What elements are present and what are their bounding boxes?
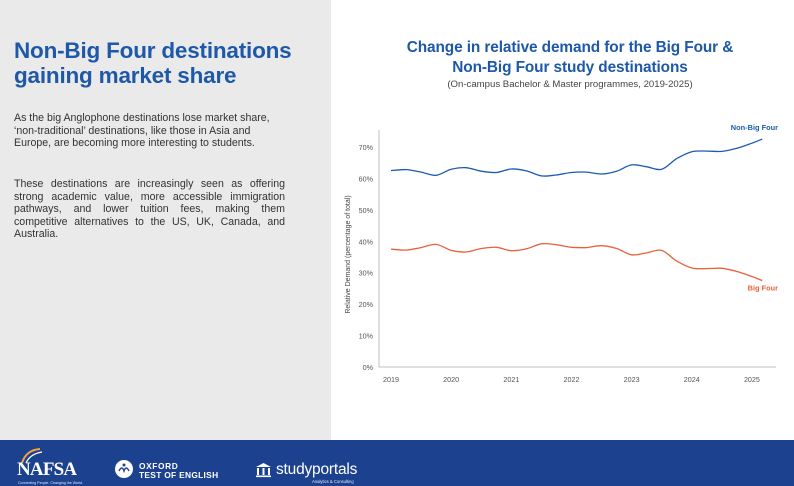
data-point-non-big-four — [721, 150, 723, 152]
chart-title-line1: Change in relative demand for the Big Fo… — [406, 39, 734, 56]
data-point-big-four — [736, 271, 738, 273]
oxford-emblem-icon — [115, 460, 133, 478]
building-icon — [256, 463, 271, 478]
data-point-big-four — [661, 249, 663, 251]
chart-subtitle: (On-campus Bachelor & Master programmes,… — [447, 79, 693, 90]
data-point-big-four — [510, 250, 512, 252]
nafsa-wordmark: NAFSA — [17, 459, 77, 480]
y-tick-label: 40% — [359, 237, 374, 246]
data-point-big-four — [571, 246, 573, 248]
data-point-non-big-four — [601, 173, 603, 175]
data-point-big-four — [540, 243, 542, 245]
detail-paragraph: These destinations are increasingly seen… — [14, 178, 285, 241]
data-point-non-big-four — [465, 167, 467, 169]
data-point-non-big-four — [646, 166, 648, 168]
data-point-non-big-four — [676, 158, 678, 160]
data-point-big-four — [676, 260, 678, 262]
data-point-big-four — [586, 247, 588, 249]
nafsa-arc-icon — [21, 448, 43, 464]
series-line-big-four — [390, 242, 763, 282]
y-tick-label: 60% — [359, 174, 374, 183]
y-tick-label: 50% — [359, 206, 374, 215]
x-tick-label: 2025 — [744, 375, 760, 384]
data-point-big-four — [631, 254, 633, 256]
x-tick-label: 2020 — [443, 375, 459, 384]
data-point-big-four — [706, 268, 708, 270]
data-point-non-big-four — [691, 151, 693, 153]
data-point-big-four — [601, 245, 603, 247]
oxford-wordmark-line2: TEST OF ENGLISH — [139, 470, 219, 480]
line-chart: 0% 10% 20% 30% 40% 50% 60% 70% 2019 2020 2021 2022 2… — [345, 123, 779, 384]
data-point-non-big-four — [586, 171, 588, 173]
data-point-non-big-four — [706, 150, 708, 152]
data-point-big-four — [420, 247, 422, 249]
data-point-big-four — [751, 276, 753, 278]
data-point-non-big-four — [510, 168, 512, 170]
y-tick-label: 70% — [359, 143, 374, 152]
oxford-wordmark-line1: OXFORD — [139, 461, 179, 471]
data-point-big-four — [525, 248, 527, 250]
x-tick-label: 2022 — [563, 375, 579, 384]
series-line-non-big-four — [390, 138, 763, 177]
intro-paragraph: As the big Anglophone destinations lose … — [14, 112, 270, 150]
data-point-non-big-four — [480, 170, 482, 172]
x-tick-label: 2024 — [684, 375, 700, 384]
data-point-non-big-four — [761, 138, 763, 140]
x-tick-label: 2023 — [624, 375, 640, 384]
data-point-non-big-four — [540, 175, 542, 177]
data-point-big-four — [495, 246, 497, 248]
chart-axes: 0% 10% 20% 30% 40% 50% 60% 70% 2019 2020 2021 2022 2… — [345, 130, 776, 384]
x-tick-label: 2019 — [383, 375, 399, 384]
chart-series: Non-Big Four Big Four — [390, 123, 779, 293]
oxford-test-logo: OXFORD TEST OF ENGLISH — [114, 459, 234, 481]
section-heading-line1: Non-Big Four destinations — [14, 38, 292, 63]
data-point-non-big-four — [420, 171, 422, 173]
data-point-big-four — [390, 248, 392, 250]
left-panel: Non-Big Four destinations gaining market… — [0, 0, 331, 440]
data-point-big-four — [465, 251, 467, 253]
chart-title: Change in relative demand for the Big Fo… — [355, 38, 785, 77]
studyportals-subtitle: Analytics & Consulting — [312, 479, 354, 484]
data-point-big-four — [555, 244, 557, 246]
y-tick-label: 20% — [359, 300, 374, 309]
data-point-non-big-four — [736, 147, 738, 149]
data-point-non-big-four — [751, 142, 753, 144]
data-point-non-big-four — [495, 172, 497, 174]
data-point-big-four — [761, 280, 763, 282]
data-point-big-four — [435, 243, 437, 245]
data-point-big-four — [405, 249, 407, 251]
nafsa-tagline: Connecting People. Changing the World. — [18, 481, 84, 485]
x-tick-label: 2021 — [503, 375, 519, 384]
data-point-big-four — [616, 248, 618, 250]
chart-title-line2: Non-Big Four study destinations — [452, 58, 688, 76]
data-point-non-big-four — [555, 174, 557, 176]
nafsa-logo: NAFSA Connecting People. Changing the Wo… — [14, 448, 88, 485]
data-point-non-big-four — [525, 170, 527, 172]
y-tick-label: 0% — [363, 363, 374, 372]
series-label-big-four: Big Four — [748, 284, 779, 293]
data-point-non-big-four — [616, 170, 618, 172]
data-point-non-big-four — [661, 168, 663, 170]
data-point-non-big-four — [450, 168, 452, 170]
data-point-non-big-four — [405, 169, 407, 171]
data-point-big-four — [480, 248, 482, 250]
data-point-big-four — [691, 267, 693, 269]
footer-bar: NAFSA Connecting People. Changing the Wo… — [0, 440, 794, 486]
y-tick-label: 30% — [359, 269, 374, 278]
series-label-non-big-four: Non-Big Four — [731, 123, 778, 132]
y-tick-label: 10% — [359, 332, 374, 341]
data-point-big-four — [721, 267, 723, 269]
y-axis-label: Relative Demand (percentage of total) — [345, 195, 352, 313]
studyportals-wordmark: studyportals — [276, 461, 358, 478]
data-point-big-four — [646, 252, 648, 254]
data-point-non-big-four — [390, 170, 392, 172]
section-heading: Non-Big Four destinations gaining market… — [14, 38, 324, 88]
data-point-non-big-four — [571, 172, 573, 174]
data-point-non-big-four — [631, 164, 633, 166]
section-heading-line2: gaining market share — [14, 63, 237, 88]
data-point-big-four — [450, 249, 452, 251]
studyportals-logo: studyportals Analytics & Consulting — [255, 458, 375, 484]
data-point-non-big-four — [435, 174, 437, 176]
